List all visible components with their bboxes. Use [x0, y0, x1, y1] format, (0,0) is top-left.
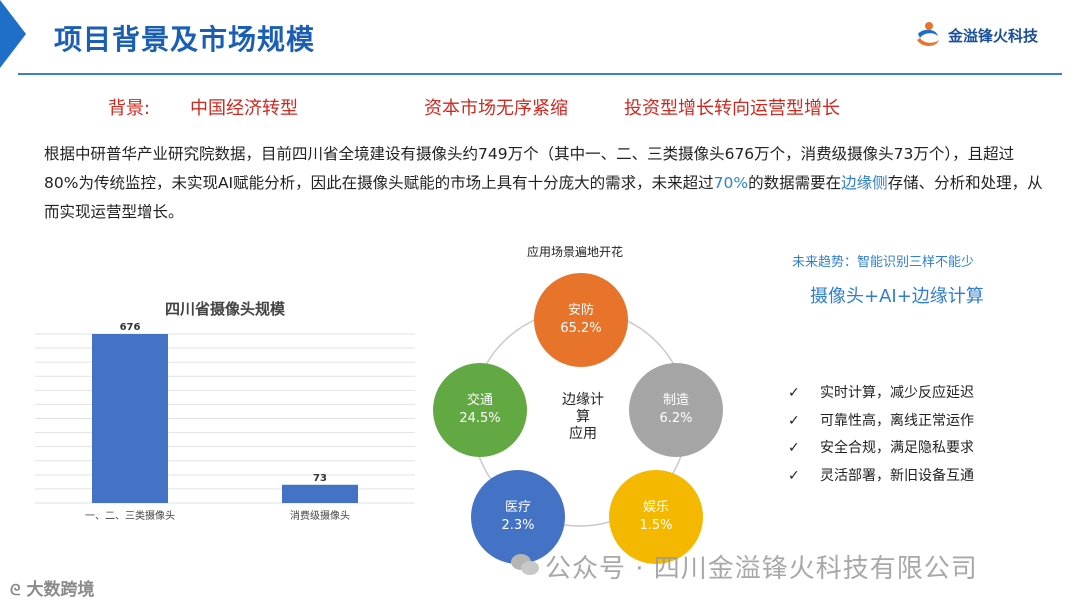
watermark-text: 公众号 · 四川金溢锋火科技有限公司 — [545, 554, 978, 584]
petal-value: 65.2% — [560, 321, 602, 336]
background-label: 背景: — [108, 98, 151, 119]
background-item: 资本市场无序紧缩 — [424, 98, 568, 119]
list-item-text: 可靠性高，离线正常运作 — [820, 412, 974, 429]
list-item-text: 灵活部署，新旧设备互通 — [820, 467, 974, 484]
petal-circle: 娱乐 1.5% — [609, 470, 703, 564]
watermark-bottom-left: ᘓ 大数跨境 — [10, 575, 94, 600]
center-line: 应用 — [569, 426, 597, 442]
check-icon: ✓ — [788, 385, 800, 401]
intro-paragraph: 根据中研普华产业研究院数据，目前四川省全境建设有摄像头约749万个（其中一、二、… — [44, 140, 1044, 227]
highlight-edge: 边缘侧 — [841, 174, 888, 192]
petal-name: 制造 — [662, 393, 689, 408]
check-icon: ✓ — [788, 440, 800, 456]
list-item: ✓ 实时计算，减少反应延迟 — [788, 380, 974, 408]
logo-icon — [917, 22, 939, 46]
flower-center: 边缘计 算 应用 — [553, 392, 613, 443]
benefit-list: ✓ 实时计算，减少反应延迟 ✓ 可靠性高，离线正常运作 ✓ 安全合规，满足隐私要求 ✓… — [788, 380, 974, 490]
header: 项目背景及市场规模 金溢锋火科技 — [0, 0, 1080, 78]
bar — [92, 334, 168, 503]
petal-value: 24.5% — [459, 411, 501, 426]
petal-circle: 制造 6.2% — [629, 363, 723, 457]
petal-value: 1.5% — [639, 518, 673, 533]
petal-circle: 交通 24.5% — [433, 363, 527, 457]
page-title: 项目背景及市场规模 — [54, 23, 316, 56]
check-icon: ✓ — [788, 412, 800, 429]
center-line: 边缘计 — [562, 392, 604, 408]
petal-name: 安防 — [567, 303, 594, 318]
check-icon: ✓ — [788, 467, 800, 484]
watermark-logo-icon: ᘓ — [10, 581, 21, 599]
bar — [282, 484, 358, 503]
highlight-percent: 70% — [713, 174, 749, 192]
flower-title: 应用场景遍地开花 — [527, 245, 624, 259]
petal-value: 2.3% — [501, 518, 535, 533]
logo-text: 金溢锋火科技 — [948, 26, 1039, 45]
petal-circle: 医疗 2.3% — [471, 470, 565, 564]
petal-value: 6.2% — [659, 411, 693, 426]
paragraph-text: 存储、分析和处理，从而实现运营型增长。 — [44, 174, 1043, 221]
chart-title: 四川省摄像头规模 — [164, 300, 285, 318]
category-label: 一、二、三类摄像头 — [85, 509, 175, 522]
paragraph-text: 的数据需要在 — [748, 174, 842, 192]
category-label: 消费级摄像头 — [290, 509, 350, 522]
petal-name: 娱乐 — [642, 500, 669, 515]
list-item: ✓ 灵活部署，新旧设备互通 — [788, 463, 974, 491]
background-item: 投资型增长转向运营型增长 — [624, 98, 840, 119]
bar-chart-svg: 676 一、二、三类摄像头 73 消费级摄像头 — [35, 322, 415, 522]
wechat-icon — [511, 554, 539, 575]
watermark-bottom-text: 大数跨境 — [26, 580, 95, 600]
title-divider — [18, 73, 1062, 75]
petal-name: 医疗 — [504, 500, 531, 515]
data-label: 73 — [313, 473, 327, 484]
list-item: ✓ 可靠性高，离线正常运作 — [788, 408, 974, 436]
company-logo: 金溢锋火科技 — [912, 20, 1038, 50]
center-line: 算 — [576, 409, 590, 425]
trend-formula: 摄像头+AI+边缘计算 — [810, 286, 984, 307]
list-item-text: 实时计算，减少反应延迟 — [820, 385, 974, 401]
title-triangle-icon — [0, 0, 26, 68]
paragraph-text: 根据中研普华产业研究院数据，目前四川省全境建设有摄像头约749万个（其中一、二、… — [44, 145, 1015, 192]
data-label: 676 — [120, 322, 141, 333]
list-item-text: 安全合规，满足隐私要求 — [820, 440, 974, 456]
list-item: ✓ 安全合规，满足隐私要求 — [788, 435, 974, 463]
petal-circle: 安防 65.2% — [534, 273, 628, 367]
petal-name: 交通 — [466, 393, 493, 408]
trend-heading: 未来趋势：智能识别三样不能少 — [792, 255, 975, 270]
background-item: 中国经济转型 — [190, 98, 298, 119]
camera-scale-chart: 四川省摄像头规模 676 一、二、三类摄像头 73 消费级摄像头 — [30, 290, 420, 540]
